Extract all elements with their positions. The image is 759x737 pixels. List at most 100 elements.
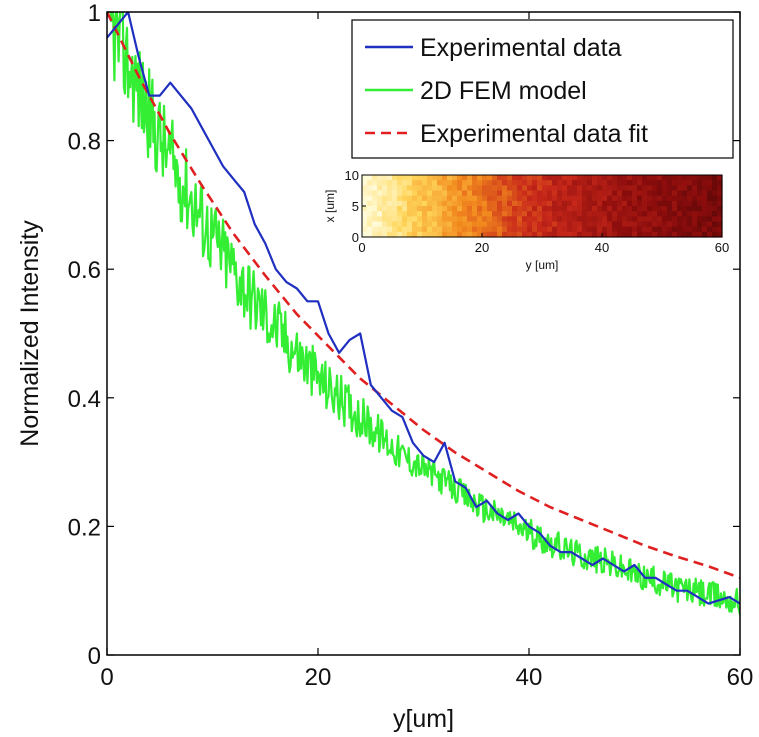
heatmap-cell bbox=[622, 200, 628, 207]
heatmap-cell bbox=[712, 231, 718, 238]
heatmap-cell bbox=[532, 206, 538, 212]
heatmap-cell bbox=[717, 185, 723, 192]
heatmap-cell bbox=[407, 206, 413, 212]
heatmap-cell bbox=[712, 206, 718, 212]
heatmap-cell bbox=[672, 216, 678, 223]
heatmap-cell bbox=[637, 200, 643, 207]
heatmap-cell bbox=[377, 216, 383, 223]
heatmap-cell bbox=[437, 200, 443, 207]
heatmap-cell bbox=[552, 206, 558, 212]
heatmap-cell bbox=[572, 206, 578, 212]
heatmap-cell bbox=[472, 221, 478, 228]
inset-y-tick-label: 0 bbox=[352, 230, 359, 245]
heatmap-cell bbox=[472, 175, 478, 181]
heatmap-cell bbox=[402, 211, 408, 217]
heatmap-cell bbox=[547, 200, 553, 207]
heatmap-cell bbox=[512, 221, 518, 228]
heatmap-cell bbox=[692, 231, 698, 238]
heatmap-cell bbox=[682, 221, 688, 228]
heatmap-cell bbox=[367, 216, 373, 223]
heatmap-cell bbox=[562, 231, 568, 238]
heatmap-cell bbox=[457, 200, 463, 207]
heatmap-cell bbox=[602, 185, 608, 192]
heatmap-cell bbox=[677, 175, 683, 181]
heatmap-cell bbox=[592, 190, 598, 197]
heatmap-cell bbox=[542, 180, 548, 186]
heatmap-cell bbox=[712, 175, 718, 181]
heatmap-cell bbox=[587, 206, 593, 212]
heatmap-cell bbox=[662, 180, 668, 186]
heatmap-cell bbox=[487, 221, 493, 228]
heatmap-cell bbox=[572, 200, 578, 207]
heatmap-cell bbox=[417, 195, 423, 202]
heatmap-cell bbox=[647, 195, 653, 202]
heatmap-cell bbox=[407, 231, 413, 238]
heatmap-cell bbox=[412, 190, 418, 197]
heatmap-cell bbox=[677, 226, 683, 233]
heatmap-cell bbox=[692, 195, 698, 202]
heatmap-cell bbox=[387, 221, 393, 228]
heatmap-cell bbox=[527, 211, 533, 217]
x-tick-label: 0 bbox=[100, 664, 113, 691]
heatmap-cell bbox=[702, 195, 708, 202]
heatmap-cell bbox=[437, 226, 443, 233]
heatmap-cell bbox=[702, 216, 708, 223]
heatmap-cell bbox=[537, 206, 543, 212]
heatmap-cell bbox=[412, 185, 418, 192]
series-group bbox=[107, 12, 740, 616]
heatmap-cell bbox=[542, 221, 548, 228]
heatmap-cell bbox=[717, 195, 723, 202]
heatmap-cell bbox=[577, 175, 583, 181]
heatmap-cell bbox=[437, 190, 443, 197]
heatmap-cell bbox=[477, 231, 483, 238]
heatmap-cell bbox=[502, 175, 508, 181]
heatmap-cell bbox=[397, 200, 403, 207]
heatmap-cell bbox=[717, 221, 723, 228]
heatmap-cell bbox=[427, 195, 433, 202]
heatmap-cell bbox=[627, 216, 633, 223]
heatmap-cell bbox=[502, 195, 508, 202]
inset-x-tick-label: 60 bbox=[715, 240, 729, 255]
heatmap-cell bbox=[542, 200, 548, 207]
heatmap-cell bbox=[492, 221, 498, 228]
heatmap-cell bbox=[717, 226, 723, 233]
heatmap-cell bbox=[622, 211, 628, 217]
heatmap-cell bbox=[597, 200, 603, 207]
heatmap-cell bbox=[637, 221, 643, 228]
y-tick-label: 0.6 bbox=[68, 257, 101, 284]
heatmap-cell bbox=[557, 206, 563, 212]
inset-x-tick-label: 40 bbox=[595, 240, 609, 255]
heatmap-cell bbox=[652, 231, 658, 238]
inset-y-tick-label: 5 bbox=[352, 199, 359, 214]
heatmap-cell bbox=[627, 180, 633, 186]
heatmap-cell bbox=[557, 185, 563, 192]
heatmap-cell bbox=[367, 231, 373, 238]
heatmap-cell bbox=[697, 211, 703, 217]
heatmap-cell bbox=[412, 216, 418, 223]
heatmap-cell bbox=[657, 231, 663, 238]
heatmap-cell bbox=[457, 221, 463, 228]
heatmap-cell bbox=[632, 190, 638, 197]
heatmap-cell bbox=[427, 200, 433, 207]
heatmap-cell bbox=[687, 195, 693, 202]
heatmap-cell bbox=[477, 200, 483, 207]
heatmap-cell bbox=[482, 221, 488, 228]
heatmap-cell bbox=[442, 200, 448, 207]
heatmap-cell bbox=[717, 180, 723, 186]
heatmap-cell bbox=[652, 185, 658, 192]
heatmap-cell bbox=[647, 216, 653, 223]
heatmap-cell bbox=[387, 226, 393, 233]
heatmap-cell bbox=[567, 200, 573, 207]
heatmap-cell bbox=[667, 211, 673, 217]
heatmap-cell bbox=[417, 216, 423, 223]
heatmap-cell bbox=[532, 185, 538, 192]
heatmap-cell bbox=[627, 206, 633, 212]
heatmap-cell bbox=[702, 185, 708, 192]
heatmap-cell bbox=[402, 226, 408, 233]
inset-y-label: x [um] bbox=[323, 190, 337, 223]
heatmap-cell bbox=[397, 216, 403, 223]
x-tick-label: 60 bbox=[727, 664, 754, 691]
heatmap-cell bbox=[472, 226, 478, 233]
heatmap-cell bbox=[567, 221, 573, 228]
heatmap-cell bbox=[452, 180, 458, 186]
